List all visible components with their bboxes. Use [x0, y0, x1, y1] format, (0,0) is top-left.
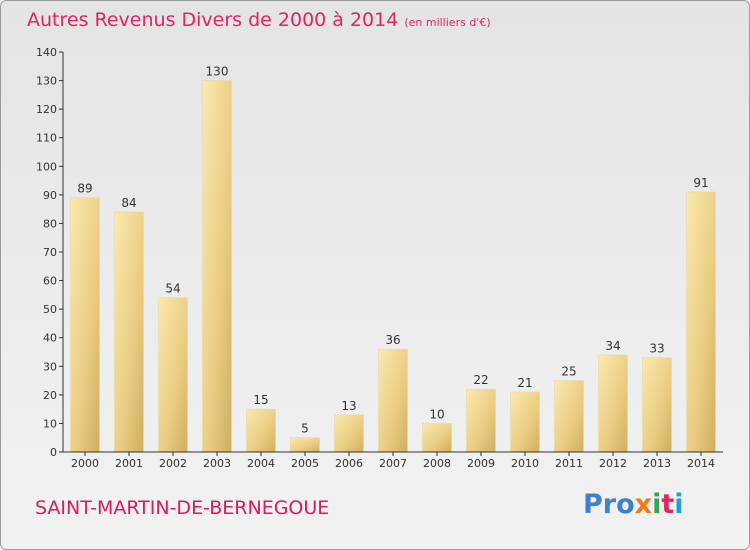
- data-label-2002: 54: [165, 282, 180, 296]
- logo-part-t: t: [661, 489, 675, 520]
- bar-2011: [554, 380, 584, 453]
- x-tick-label-2008: 2008: [423, 457, 451, 470]
- y-tick-label: 30: [43, 360, 57, 373]
- bar-2002: [158, 297, 188, 453]
- data-label-2010: 21: [517, 376, 532, 390]
- bar-2008: [422, 423, 452, 453]
- chart-title: Autres Revenus Divers de 2000 à 2014 (en …: [27, 9, 491, 31]
- y-tick-label: 90: [43, 189, 57, 202]
- x-tick-label-2014: 2014: [687, 457, 715, 470]
- x-tick-label-2002: 2002: [159, 457, 187, 470]
- x-tick-label-2001: 2001: [115, 457, 143, 470]
- data-label-2011: 25: [561, 365, 576, 379]
- y-tick-label: 80: [43, 217, 57, 230]
- bar-2000: [70, 197, 100, 453]
- chart-title-text: Autres Revenus Divers de 2000 à 2014: [27, 9, 399, 31]
- data-label-2012: 34: [605, 339, 620, 353]
- bar-2010: [510, 391, 540, 453]
- bar-2007: [378, 348, 408, 453]
- x-tick-label-2011: 2011: [555, 457, 583, 470]
- y-tick-label: 60: [43, 275, 57, 288]
- y-tick-label: 20: [43, 389, 57, 402]
- x-tick-label-2010: 2010: [511, 457, 539, 470]
- bar-2006: [334, 414, 364, 453]
- x-tick-label-2004: 2004: [247, 457, 275, 470]
- y-tick-label: 70: [43, 246, 57, 259]
- logo-part-pro: Pro: [583, 489, 635, 520]
- bar-2013: [642, 357, 672, 453]
- chart-subtitle: (en milliers d'€): [404, 16, 491, 29]
- y-tick-label: 0: [50, 446, 57, 459]
- x-tick-label-2009: 2009: [467, 457, 495, 470]
- data-label-2007: 36: [385, 333, 400, 347]
- proxiti-logo: Proxiti: [583, 489, 684, 520]
- y-tick-label: 110: [36, 132, 57, 145]
- data-label-2009: 22: [473, 373, 488, 387]
- x-tick-label-2005: 2005: [291, 457, 319, 470]
- x-tick-label-2012: 2012: [599, 457, 627, 470]
- x-tick-label-2013: 2013: [643, 457, 671, 470]
- x-tick-label-2003: 2003: [203, 457, 231, 470]
- data-label-2001: 84: [121, 196, 136, 210]
- bar-2003: [202, 80, 232, 453]
- y-tick-label: 120: [36, 103, 57, 116]
- data-label-2004: 15: [253, 393, 268, 407]
- x-tick-label-2000: 2000: [71, 457, 99, 470]
- data-label-2006: 13: [341, 399, 356, 413]
- logo-part-x: x: [634, 489, 653, 520]
- x-tick-label-2007: 2007: [379, 457, 407, 470]
- y-tick-label: 10: [43, 417, 57, 430]
- y-tick-label: 130: [36, 75, 57, 88]
- data-label-2013: 33: [649, 342, 664, 356]
- data-label-2003: 130: [206, 65, 229, 79]
- commune-name: SAINT-MARTIN-DE-BERNEGOUE: [35, 497, 330, 519]
- y-tick-label: 50: [43, 303, 57, 316]
- logo-part-i2: i: [674, 489, 684, 520]
- data-label-2000: 89: [77, 182, 92, 196]
- data-label-2008: 10: [429, 407, 444, 421]
- y-tick-label: 140: [36, 46, 57, 59]
- data-label-2005: 5: [301, 422, 309, 436]
- logo-part-i1: i: [652, 489, 662, 520]
- y-tick-label: 100: [36, 160, 57, 173]
- bar-2004: [246, 408, 276, 453]
- x-tick-label-2006: 2006: [335, 457, 363, 470]
- bar-2001: [114, 211, 144, 453]
- bar-2014: [686, 191, 716, 453]
- bar-2009: [466, 388, 496, 453]
- y-tick-label: 40: [43, 332, 57, 345]
- bar-2012: [598, 354, 628, 453]
- bar-2005: [290, 437, 320, 453]
- data-label-2014: 91: [693, 176, 708, 190]
